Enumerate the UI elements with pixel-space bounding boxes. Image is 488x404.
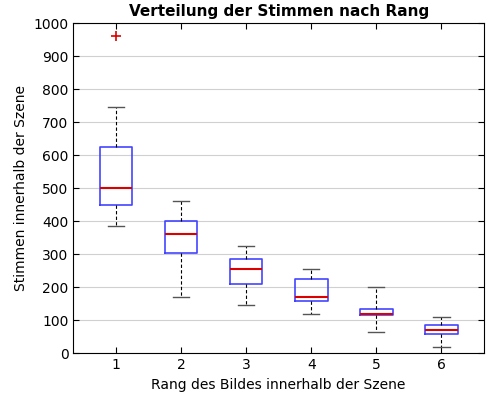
Y-axis label: Stimmen innerhalb der Szene: Stimmen innerhalb der Szene xyxy=(14,85,28,291)
X-axis label: Rang des Bildes innerhalb der Szene: Rang des Bildes innerhalb der Szene xyxy=(151,378,406,392)
Title: Verteilung der Stimmen nach Rang: Verteilung der Stimmen nach Rang xyxy=(128,4,429,19)
